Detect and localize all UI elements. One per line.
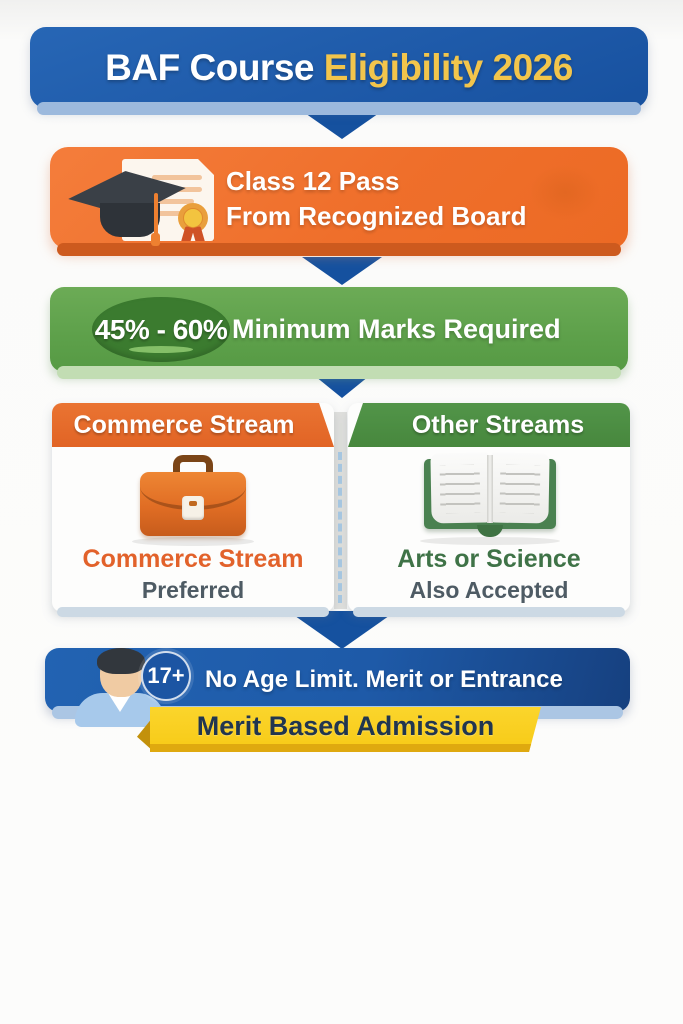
class12-banner: Class 12 Pass From Recognized Board [50, 147, 628, 256]
avatar-head [97, 648, 145, 697]
other-streams-card: Other Streams Arts or Science Also Accep… [348, 403, 630, 617]
briefcase-icon [132, 455, 254, 546]
flow-arrow-icon [302, 257, 382, 285]
card-shadow-edge [57, 607, 329, 617]
marks-banner: 45% - 60% Minimum Marks Required [50, 287, 628, 379]
age-badge-value: 17+ [147, 663, 185, 688]
flow-arrow-icon [288, 611, 396, 649]
briefcase-handle [173, 455, 213, 479]
icon-ground-shadow [420, 537, 560, 545]
page-title-accent: Eligibility 2026 [323, 46, 574, 88]
certificate-line [152, 175, 202, 180]
badge-highlight [129, 346, 193, 353]
banner-shadow-edge [57, 366, 621, 379]
cap-base [100, 203, 160, 237]
ribbon-seal-icon [178, 203, 208, 233]
streams-divider [334, 412, 347, 609]
flow-arrow-icon [302, 111, 382, 139]
class12-text: Class 12 Pass From Recognized Board [226, 164, 526, 234]
book-right-page [490, 452, 550, 524]
ribbon-label: Merit Based Admission [196, 711, 495, 741]
briefcase-body [140, 472, 246, 536]
marks-label: Minimum Marks Required [232, 314, 561, 344]
open-book-icon [420, 452, 560, 545]
page-lines [499, 464, 541, 514]
age-banner: 17+ No Age Limit. Merit or Entrance [45, 648, 630, 727]
card-shadow-edge [353, 607, 625, 617]
class12-line2: From Recognized Board [226, 201, 527, 231]
class12-line1: Class 12 Pass [226, 166, 400, 196]
banner-shadow-edge [37, 102, 641, 115]
arts-line2: Also Accepted [409, 577, 569, 603]
book-spine-notch [477, 525, 503, 537]
marks-badge: 45% - 60% [92, 297, 230, 362]
age-badge: 17+ [141, 651, 191, 701]
header-banner: BAF Course Eligibility 2026 [30, 27, 648, 115]
texture-blotch [530, 165, 600, 220]
age-label: No Age Limit. Merit or Entrance [205, 666, 563, 693]
certificate-line [152, 199, 194, 204]
page-title: BAF Course Eligibility 2026 [30, 27, 648, 108]
book-spine [487, 455, 493, 523]
commerce-line2: Preferred [141, 577, 245, 603]
ribbon-body: Merit Based Admission [150, 707, 541, 752]
briefcase-clasp [182, 496, 204, 520]
commerce-stream-header: Commerce Stream [52, 403, 334, 447]
avatar-hair [97, 648, 145, 674]
book-left-page [430, 452, 490, 524]
dashed-divider-line [338, 452, 342, 603]
commerce-stream-card: Commerce Stream Commerce Stream Preferre… [52, 403, 334, 617]
page-lines [439, 464, 481, 514]
marks-badge-value: 45% - 60% [94, 313, 228, 345]
icon-ground-shadow [132, 537, 254, 546]
banner-shadow-edge [57, 243, 621, 256]
arts-line1: Arts or Science [397, 545, 581, 573]
other-streams-header: Other Streams [348, 403, 630, 447]
admission-ribbon: Merit Based Admission [137, 707, 541, 752]
commerce-line1: Commerce Stream [82, 545, 304, 573]
cap-tassel-knob [151, 233, 160, 246]
cap-tassel [154, 193, 158, 235]
graduation-cap-icon [62, 157, 202, 252]
page-title-main: BAF Course [105, 46, 324, 88]
avatar-collar [108, 693, 132, 712]
certificate-line [152, 211, 184, 216]
